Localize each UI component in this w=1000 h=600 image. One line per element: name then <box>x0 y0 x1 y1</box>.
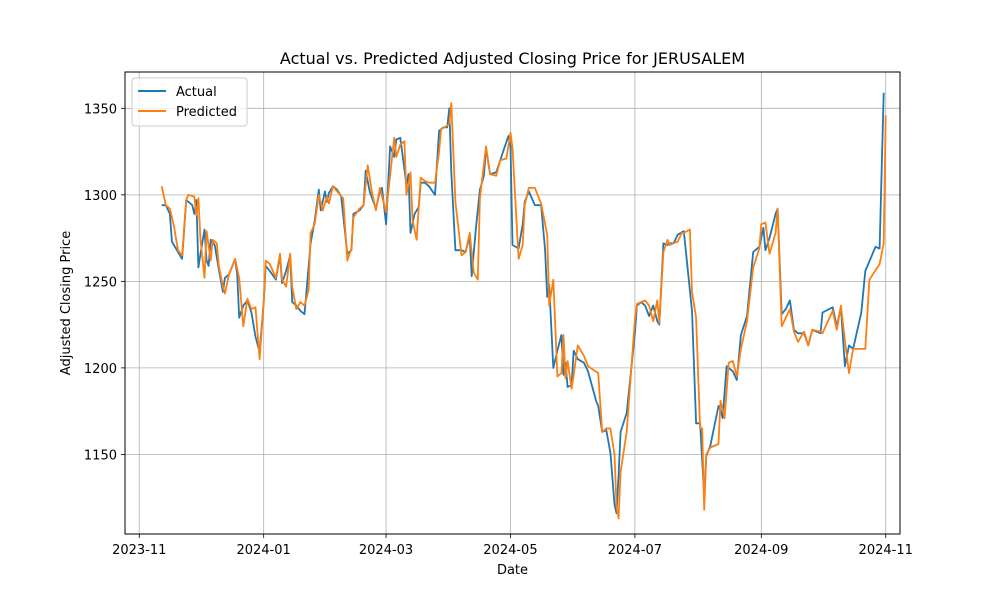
x-tick-label: 2024-03 <box>359 543 413 558</box>
series-line-predicted <box>160 102 887 520</box>
y-tick-label: 1200 <box>84 362 117 377</box>
x-tick-label: 2024-09 <box>734 543 788 558</box>
y-tick-label: 1300 <box>84 189 117 204</box>
chart-title: Actual vs. Predicted Adjusted Closing Pr… <box>280 49 745 68</box>
y-axis-ticks: 1150 1200 1250 1300 1350 <box>84 102 125 463</box>
y-tick-label: 1250 <box>84 275 117 290</box>
plot-area-frame <box>124 71 901 535</box>
x-tick-label: 2024-11 <box>859 543 913 558</box>
x-tick-label: 2024-05 <box>483 543 537 558</box>
x-tick-label: 2024-01 <box>237 543 291 558</box>
legend: Actual Predicted <box>131 77 248 127</box>
series-lines <box>160 92 887 520</box>
y-axis-label: Adjusted Closing Price <box>59 231 74 375</box>
x-tick-label: 2024-07 <box>608 543 662 558</box>
y-tick-label: 1150 <box>84 448 117 463</box>
x-axis-label: Date <box>497 563 528 578</box>
y-tick-label: 1350 <box>84 102 117 117</box>
legend-label-predicted: Predicted <box>176 105 237 120</box>
x-tick-label: 2023-11 <box>112 543 166 558</box>
legend-label-actual: Actual <box>176 85 217 100</box>
x-axis-ticks: 2023-11 2024-01 2024-03 2024-05 2024-07 2024-… <box>112 534 913 558</box>
